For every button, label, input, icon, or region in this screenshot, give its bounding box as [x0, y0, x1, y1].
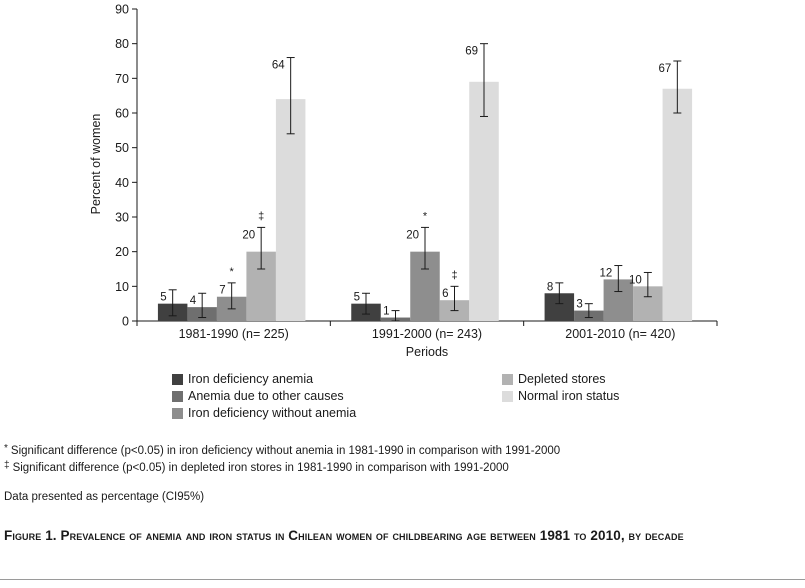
x-axis: 1981-1990 (n= 225) 1991-2000 (n= 243) 2001… [136, 320, 718, 341]
y-tick-label: 70 [115, 72, 129, 86]
y-tick-label: 30 [115, 211, 129, 225]
data-label: 20 [242, 229, 255, 241]
x-tick-label: 1981-1990 (n= 225) [179, 327, 289, 341]
x-axis-title: Periods [406, 345, 448, 359]
data-label: 5 [160, 292, 166, 304]
footnote-significance-iron-deficiency: * Significant difference (p<0.05) in iron… [4, 443, 560, 460]
significance-marker: ‡ [258, 210, 264, 222]
y-tick-label: 80 [115, 37, 129, 51]
data-label: 20 [406, 229, 419, 241]
y-tick-label: 10 [115, 280, 129, 294]
data-label: 1 [383, 306, 389, 318]
legend-label: Anemia due to other causes [188, 389, 344, 403]
data-label: 3 [576, 299, 582, 311]
data-label: 5 [354, 292, 360, 304]
y-tick-label: 20 [115, 245, 129, 259]
legend-item-normal-iron-status: Normal iron status [502, 389, 619, 403]
x-tick-label: 2001-2010 (n= 420) [565, 327, 675, 341]
data-label: 7 [219, 285, 225, 297]
legend-item-anemia-other-causes: Anemia due to other causes [172, 389, 344, 403]
significance-marker: * [423, 210, 428, 222]
legend-item-iron-deficiency-anemia: Iron deficiency anemia [172, 372, 313, 386]
bar [275, 99, 306, 321]
legend-swatch [172, 373, 183, 385]
divider [0, 579, 805, 580]
legend-swatch [502, 390, 513, 402]
significance-marker: * [230, 266, 235, 278]
data-note: Data presented as percentage (CI95%) [4, 491, 205, 503]
data-label: 12 [600, 267, 613, 279]
x-tick-label: 1991-2000 (n= 243) [372, 327, 482, 341]
legend-swatch [172, 390, 183, 402]
data-label: 10 [629, 274, 642, 286]
figure-caption: Figure 1. Prevalence of anemia and iron … [4, 528, 684, 543]
footnote-mark: * [4, 443, 8, 454]
y-tick-label: 50 [115, 141, 129, 155]
legend-label: Iron deficiency anemia [188, 372, 314, 386]
data-label: 8 [547, 281, 553, 293]
footnotes: * Significant difference (p<0.05) in iron… [4, 443, 560, 477]
legend-label: Normal iron status [518, 389, 620, 403]
legend-swatch [502, 373, 513, 385]
data-label: 67 [659, 63, 672, 75]
data-label: 64 [272, 60, 285, 72]
footnote-text: Significant difference (p<0.05) in iron … [10, 445, 561, 457]
data-label: 69 [465, 46, 478, 58]
data-label: 4 [190, 295, 197, 307]
data-label: 6 [442, 288, 448, 300]
y-tick-label: 0 [122, 315, 129, 329]
y-axis-title: Percent of women [89, 114, 103, 215]
bar [469, 81, 499, 321]
y-tick-label: 60 [115, 107, 129, 121]
footnote-text: Significant difference (p<0.05) in deple… [12, 462, 509, 474]
legend-label: Iron deficiency without anemia [188, 406, 357, 420]
legend: Iron deficiency anemia Anemia due to oth… [172, 372, 692, 424]
y-tick-label: 90 [115, 3, 129, 17]
significance-marker: ‡ [451, 269, 457, 281]
bar [662, 88, 693, 321]
legend-label: Depleted stores [518, 372, 606, 386]
legend-swatch [172, 407, 183, 419]
footnote-significance-depleted-stores: ‡ Significant difference (p<0.05) in depl… [4, 460, 560, 477]
legend-item-depleted-stores: Depleted stores [502, 372, 606, 386]
footnote-mark: ‡ [4, 460, 10, 471]
y-axis: 0 10 20 30 40 50 60 70 80 90 [115, 3, 138, 329]
legend-item-iron-deficiency-without-anemia: Iron deficiency without anemia [172, 406, 356, 420]
y-tick-label: 40 [115, 176, 129, 190]
